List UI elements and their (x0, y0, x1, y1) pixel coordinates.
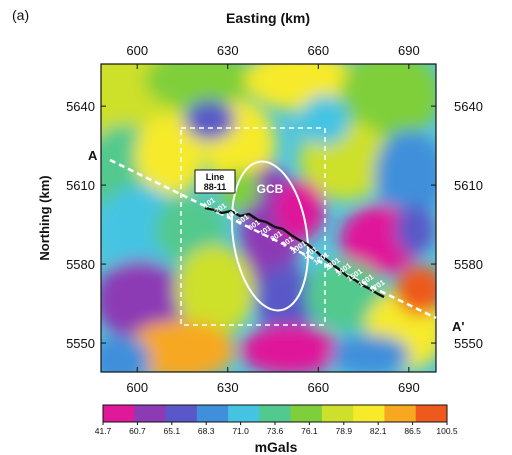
colorbar-tick-label: 78.9 (336, 426, 353, 436)
x-ticks-bottom: 600 630 660 690 (126, 367, 420, 395)
x-tick-label-top: 660 (307, 43, 329, 58)
colorbar-swatch (228, 405, 260, 422)
gcb-outline (230, 160, 310, 312)
colorbar-swatch (415, 405, 448, 422)
study-area-box (180, 127, 326, 326)
anomaly-patch (395, 265, 436, 315)
anomaly-patch (330, 335, 410, 372)
colorbar: 41.7 60.7 65.1 68.3 71.0 73.6 76.1 78.9 82.1 86.5… (95, 404, 458, 436)
colorbar-swatch (259, 405, 292, 422)
y-axis-title: Northing (km) (37, 175, 52, 260)
anomaly-patch (240, 325, 340, 372)
x-tick-label-top: 690 (398, 43, 420, 58)
anomaly-patch (135, 115, 205, 195)
colorbar-swatch (290, 405, 323, 422)
colorbar-tick-label: 100.5 (436, 426, 458, 436)
x-tick-label-bottom: 660 (307, 380, 329, 395)
colorbar-title: mGals (255, 439, 298, 455)
y-tick-label-left: 5550 (66, 336, 95, 351)
x-tick-label-bottom: 630 (217, 380, 239, 395)
seismic-line-track (204, 206, 385, 299)
x-tick-label-top: 630 (217, 43, 239, 58)
colorbar-swatch (134, 405, 167, 422)
anomaly-patch (395, 205, 435, 255)
anomaly-patch (300, 95, 350, 145)
colorbar-swatch (165, 405, 198, 422)
y-tick-label-right: 5580 (454, 257, 483, 272)
colorbar-swatch (353, 405, 385, 422)
y-tick-label-left: 5640 (66, 99, 95, 114)
y-ticks-left: 5640 5610 5580 5550 (66, 99, 106, 351)
anomaly-patch (101, 260, 185, 340)
y-tick-label-right: 5550 (454, 336, 483, 351)
anomaly-patch (125, 320, 235, 372)
profile-start-label: A (88, 148, 98, 163)
colorbar-swatch (321, 405, 354, 422)
colorbar-tick-label: 86.5 (404, 426, 421, 436)
x-tick-label-top: 600 (126, 43, 148, 58)
x-tick-label-bottom: 600 (126, 380, 148, 395)
y-tick-label-right: 5610 (454, 178, 483, 193)
anomaly-patch (101, 185, 180, 275)
y-tick-label-right: 5640 (454, 99, 483, 114)
anomaly-patch (275, 180, 325, 240)
colorbar-tick-label: 60.7 (129, 426, 146, 436)
anomaly-patch (101, 335, 150, 372)
colorbar-tick-label: 71.0 (232, 426, 249, 436)
anomaly-map: 1012014015016017018019011001110112011301… (100, 63, 437, 373)
y-tick-label-left: 5580 (66, 257, 95, 272)
line-label-line-2: 88-11 (204, 182, 227, 192)
line-label-box: Line 88-11 (194, 169, 236, 194)
anomaly-patch (340, 64, 436, 140)
panel-label: (a) (12, 7, 29, 23)
line-label-line-1: Line (206, 172, 225, 182)
colorbar-tick-label: 76.1 (301, 426, 318, 436)
anomaly-patch (175, 245, 255, 335)
colorbar-swatch (103, 405, 135, 422)
anomaly-patch (255, 265, 315, 335)
x-axis-title: Easting (km) (226, 10, 310, 26)
colorbar-swatch (196, 405, 229, 422)
colorbar-tick-label: 41.7 (95, 426, 112, 436)
colorbar-tick-label: 73.6 (267, 426, 284, 436)
anomaly-color-field (101, 64, 436, 372)
map-frame (100, 63, 437, 373)
colorbar-tick-label: 68.3 (198, 426, 215, 436)
colorbar-tick-label: 82.1 (370, 426, 387, 436)
y-tick-label-left: 5610 (66, 178, 95, 193)
anomaly-patch (185, 100, 235, 140)
x-ticks-top: 600 630 660 690 (126, 43, 420, 69)
profile-line-a-a-prime (109, 158, 437, 320)
colorbar-tick-label: 65.1 (164, 426, 181, 436)
gcb-label: GCB (257, 182, 284, 196)
profile-end-label: A' (452, 319, 464, 334)
anomaly-patch (375, 130, 436, 220)
y-ticks-right: 5640 5610 5580 5550 (431, 99, 483, 351)
x-tick-label-bottom: 690 (398, 380, 420, 395)
colorbar-swatch (384, 405, 417, 422)
anomaly-patch (145, 64, 255, 110)
